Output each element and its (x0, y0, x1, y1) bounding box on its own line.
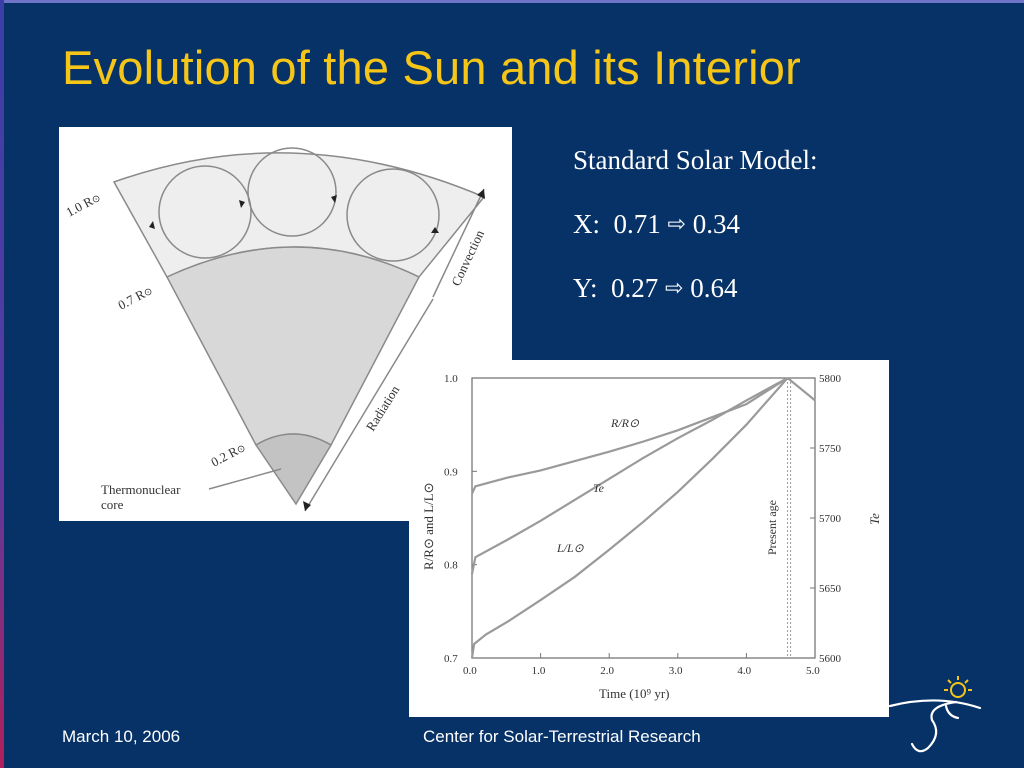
flow-arrow-icon (331, 195, 337, 203)
x-axis-title: Time (10⁹ yr) (599, 686, 670, 701)
series-line (470, 377, 789, 659)
top-border (0, 0, 1024, 3)
footer-date: March 10, 2006 (62, 727, 181, 746)
convection-cell-3 (346, 168, 440, 262)
convection-cell-2 (247, 147, 337, 237)
radiation-label: Radiation (363, 382, 403, 433)
model-heading: Standard Solar Model: (573, 145, 818, 175)
slide-title: Evolution of the Sun and its Interior (62, 41, 801, 94)
right-axis-title: Te (867, 513, 882, 525)
left-tick-label: 0.7 (444, 653, 458, 665)
core-pointer-line (208, 468, 282, 490)
series-line (471, 377, 789, 495)
x-tick-label: 4.0 (737, 665, 751, 677)
present-age-label: Present age (765, 500, 779, 555)
luminosity-curve-label: L/L⊙ (556, 541, 585, 555)
left-axis-title: R/R⊙ and L/L⊙ (421, 482, 436, 570)
right-tick-label: 5650 (819, 583, 842, 595)
flow-arrow-icon (431, 227, 439, 233)
left-tick-label: 1.0 (444, 373, 458, 385)
x-from-value: 0.71 (613, 209, 661, 239)
hollow-right-arrow-icon: ⇨ (667, 211, 686, 236)
convection-cell-1 (158, 165, 252, 259)
radius-0-2-label: 0.2 R⊙ (208, 439, 247, 469)
right-tick-label: 5600 (819, 653, 842, 665)
radius-1-0-label: 1.0 R⊙ (63, 189, 102, 219)
y-label: Y: (573, 273, 598, 303)
core-label-line1: Thermonuclear (101, 482, 181, 497)
sun-swirl-logo-icon (888, 676, 982, 753)
x-tick-label: 5.0 (806, 665, 820, 677)
standard-model-text: Standard Solar Model: X: 0.71 ⇨ 0.34 Y: … (573, 145, 817, 337)
evolution-plot: 0.7 0.8 0.9 1.0 5600 5650 5700 5750 5800 0.0 1.0 2.… (409, 360, 889, 717)
x-tick-label: 0.0 (463, 665, 477, 677)
convection-scale-line (432, 188, 485, 298)
radius-curve-label: R/R⊙ (610, 416, 640, 430)
flow-arrow-icon (149, 221, 155, 229)
model-y-row: Y: 0.27 ⇨ 0.64 (573, 273, 817, 337)
series-line (470, 377, 789, 575)
right-tick-label: 5700 (819, 513, 842, 525)
right-tick-label: 5800 (819, 373, 842, 385)
scale-arrow-icon (477, 189, 485, 199)
radiation-scale-line (304, 298, 434, 512)
left-border (0, 0, 4, 768)
core-zone (254, 433, 333, 506)
model-x-row: X: 0.71 ⇨ 0.34 (573, 209, 817, 273)
flow-arrow-icon (239, 200, 245, 208)
x-tick-label: 3.0 (669, 665, 683, 677)
convection-label: Convection (448, 227, 487, 288)
scale-arrow-icon (303, 501, 311, 511)
radius-0-7-label: 0.7 R⊙ (115, 282, 154, 312)
x-to-value: 0.34 (692, 209, 740, 239)
x-tick-label: 1.0 (532, 665, 546, 677)
series-line (786, 377, 816, 402)
plot-frame (471, 377, 816, 659)
x-tick-label: 2.0 (600, 665, 614, 677)
x-label: X: (573, 209, 600, 239)
teff-curve-label: Te (593, 481, 605, 495)
footer-organization: Center for Solar-Terrestrial Research (423, 727, 701, 746)
hollow-right-arrow-icon: ⇨ (665, 275, 684, 300)
left-tick-label: 0.9 (444, 466, 458, 478)
y-from-value: 0.27 (611, 273, 659, 303)
left-tick-label: 0.8 (444, 560, 458, 572)
core-label-line2: core (101, 497, 124, 512)
right-tick-label: 5750 (819, 443, 842, 455)
y-to-value: 0.64 (690, 273, 738, 303)
solar-interior-diagram: 1.0 R⊙ 0.7 R⊙ 0.2 R⊙ Convection Radiatio… (59, 127, 512, 521)
